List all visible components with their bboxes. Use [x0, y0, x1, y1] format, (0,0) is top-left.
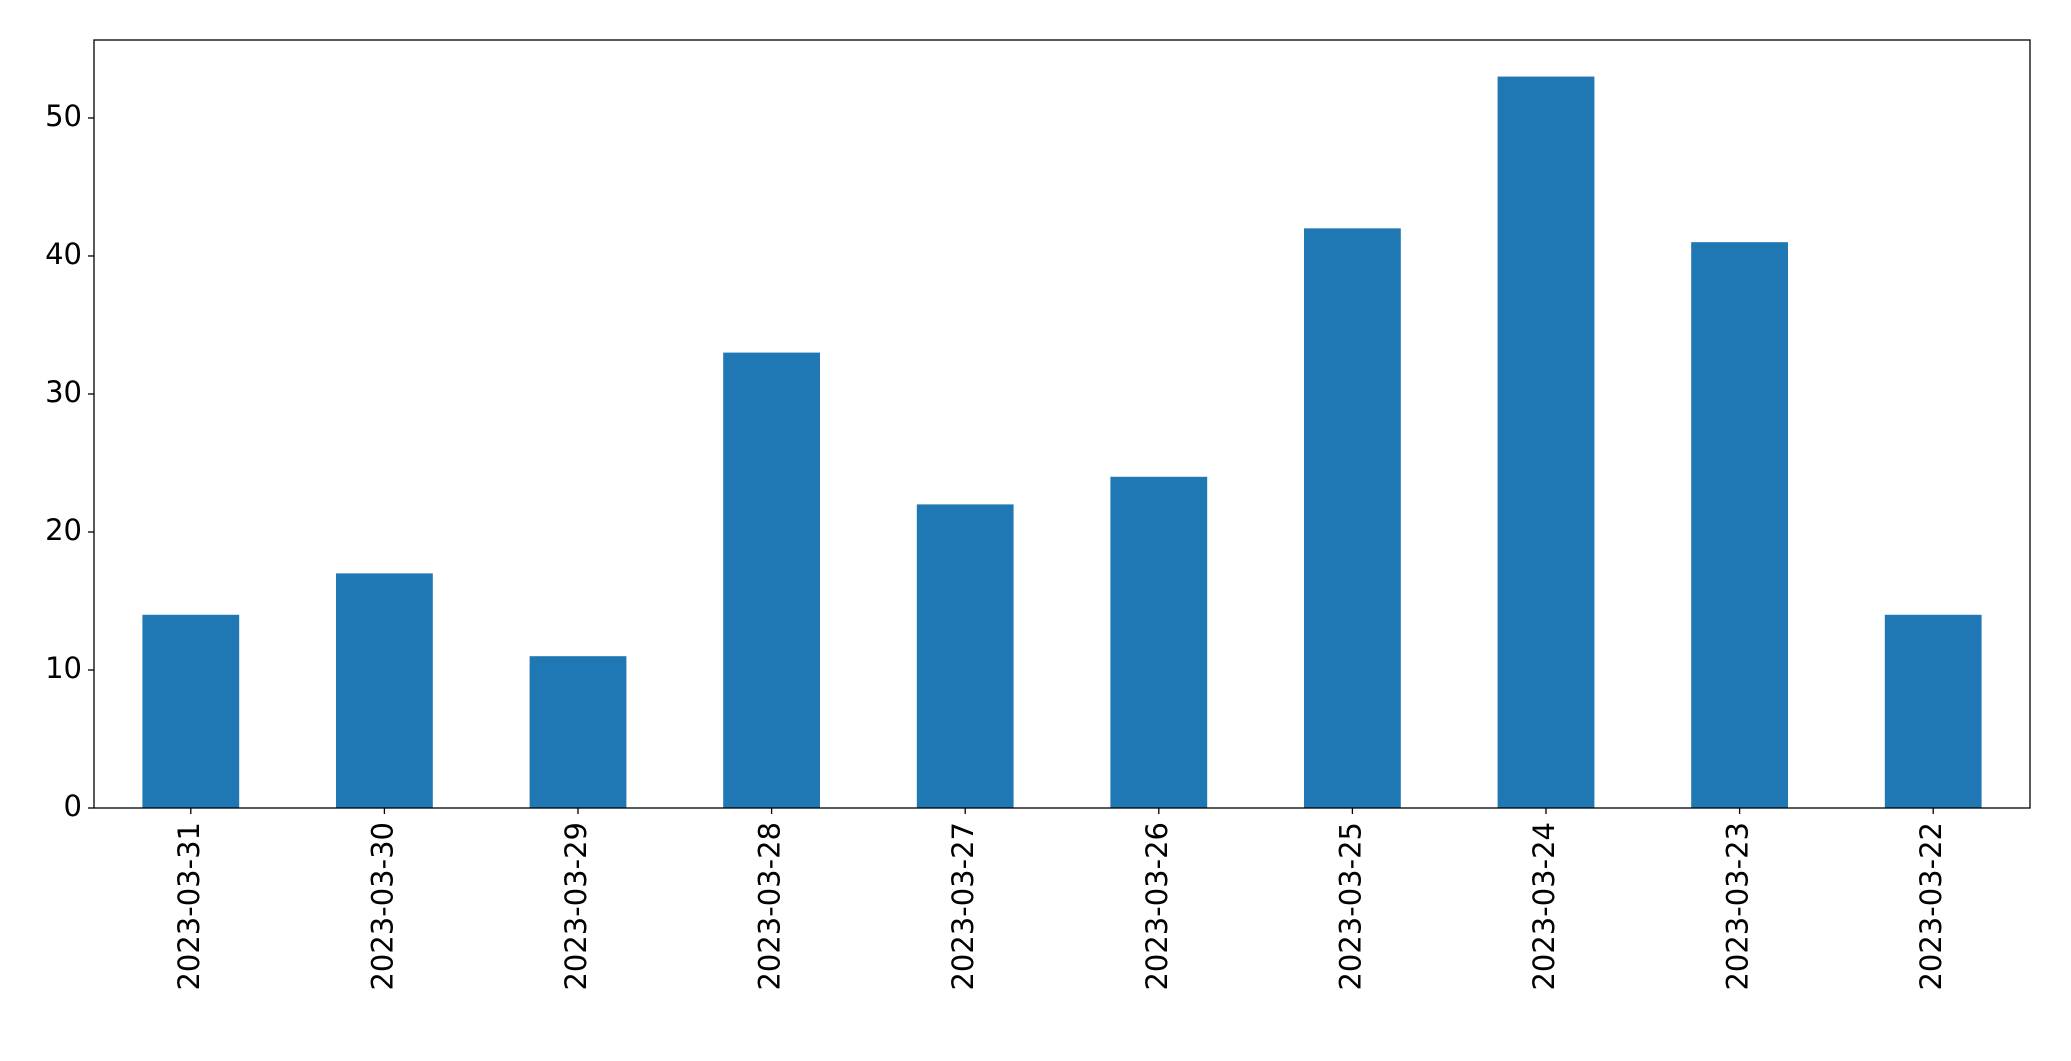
bar — [1304, 228, 1401, 808]
x-tick-label: 2023-03-30 — [365, 822, 399, 991]
bar — [1884, 614, 1982, 808]
bar — [1691, 242, 1788, 808]
x-tick-label: 2023-03-23 — [1721, 822, 1755, 991]
x-tick-label: 2023-03-25 — [1333, 822, 1367, 991]
bar — [723, 352, 820, 808]
bar — [336, 573, 433, 808]
bar — [529, 656, 627, 808]
bar — [142, 614, 240, 808]
plot-frame — [93, 39, 2031, 809]
x-tick-label: 2023-03-28 — [753, 822, 787, 991]
bar — [1497, 76, 1595, 809]
x-tick-label: 2023-03-24 — [1527, 822, 1561, 991]
x-tick-label: 2023-03-22 — [1914, 822, 1948, 991]
x-tick-label: 2023-03-29 — [559, 822, 593, 991]
x-tick-label: 2023-03-31 — [172, 822, 206, 991]
y-tick-label: 0 — [64, 789, 82, 823]
y-tick-label: 40 — [45, 237, 82, 271]
y-tick-label: 50 — [45, 99, 82, 133]
y-tick-label: 30 — [45, 375, 82, 409]
x-tick-label: 2023-03-26 — [1140, 822, 1174, 991]
y-tick-label: 20 — [45, 513, 82, 547]
y-tick-label: 10 — [45, 651, 82, 685]
bar — [1110, 476, 1208, 808]
x-tick-label: 2023-03-27 — [946, 822, 980, 991]
bar — [916, 504, 1014, 808]
